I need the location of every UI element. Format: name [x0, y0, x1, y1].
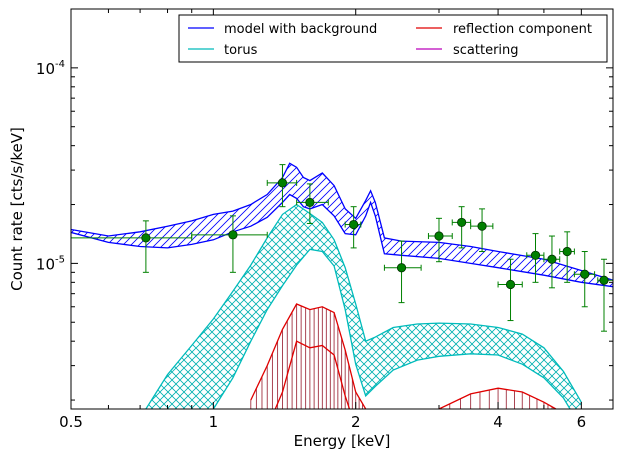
legend-entry-reflection-component: reflection component [416, 22, 592, 37]
data-marker [349, 219, 359, 230]
data-marker [141, 233, 151, 243]
data-point [191, 215, 268, 273]
axis-ticks: 0.5 1 2 4 6 10-5 10-4 [36, 8, 614, 431]
legend-label: model with background [224, 22, 377, 37]
reflection-component-lower-line [274, 340, 351, 409]
torus-lower-line [212, 248, 571, 409]
y-tick-label: 10-4 [36, 59, 65, 78]
data-point [559, 231, 575, 283]
reflection-component-high-energy-upper-line [438, 387, 557, 409]
data-marker [599, 275, 609, 285]
data-marker [277, 178, 288, 188]
torus-upper-line [145, 203, 582, 409]
data-point [573, 251, 596, 308]
data-point [383, 240, 422, 304]
model-with-background-upper-line [71, 162, 613, 281]
data-point [526, 233, 545, 283]
legend-box [178, 14, 608, 63]
data-marker [396, 263, 407, 273]
reflection-component-upper-line [250, 303, 367, 409]
data-point [427, 217, 453, 263]
legend: model with background reflection compone… [178, 14, 608, 63]
y-tick-label: 10-5 [36, 254, 65, 273]
data-point [71, 220, 193, 273]
legend-entry-torus: torus [188, 43, 258, 58]
data-point [497, 258, 523, 322]
model-bands [71, 162, 613, 409]
data-marker [457, 217, 467, 228]
legend-label: scattering [453, 43, 519, 58]
torus-band-fill [145, 204, 582, 409]
x-tick-label: 0.5 [59, 413, 83, 431]
data-marker [228, 230, 238, 240]
data-points [71, 164, 613, 332]
model-with-background-band-fill [71, 163, 613, 287]
data-marker [530, 250, 541, 260]
data-marker [562, 246, 572, 257]
legend-label: reflection component [453, 22, 592, 37]
data-point [597, 258, 613, 332]
model-with-background-lower-line [71, 193, 613, 288]
axes-frame [70, 8, 614, 410]
data-marker [505, 279, 516, 290]
legend-entry-scattering: scattering [416, 43, 519, 58]
data-marker [477, 221, 487, 231]
data-point [451, 206, 472, 249]
y-axis-label: Count rate [cts/s/keV] [8, 127, 26, 291]
data-point [543, 235, 561, 289]
data-marker [434, 231, 444, 241]
legend-label: torus [224, 43, 258, 58]
data-marker [580, 269, 590, 279]
data-point [296, 183, 329, 224]
legend-entry-model-with-background: model with background [188, 22, 377, 37]
x-tick-label: 1 [209, 413, 219, 431]
data-point [266, 164, 298, 208]
x-tick-label: 4 [493, 413, 503, 431]
data-marker [305, 197, 315, 208]
data-point [470, 208, 494, 253]
x-axis-label: Energy [keV] [294, 432, 391, 450]
data-point [344, 206, 362, 249]
x-tick-label: 2 [351, 413, 361, 431]
x-tick-label: 6 [577, 413, 587, 431]
data-marker [547, 254, 557, 264]
